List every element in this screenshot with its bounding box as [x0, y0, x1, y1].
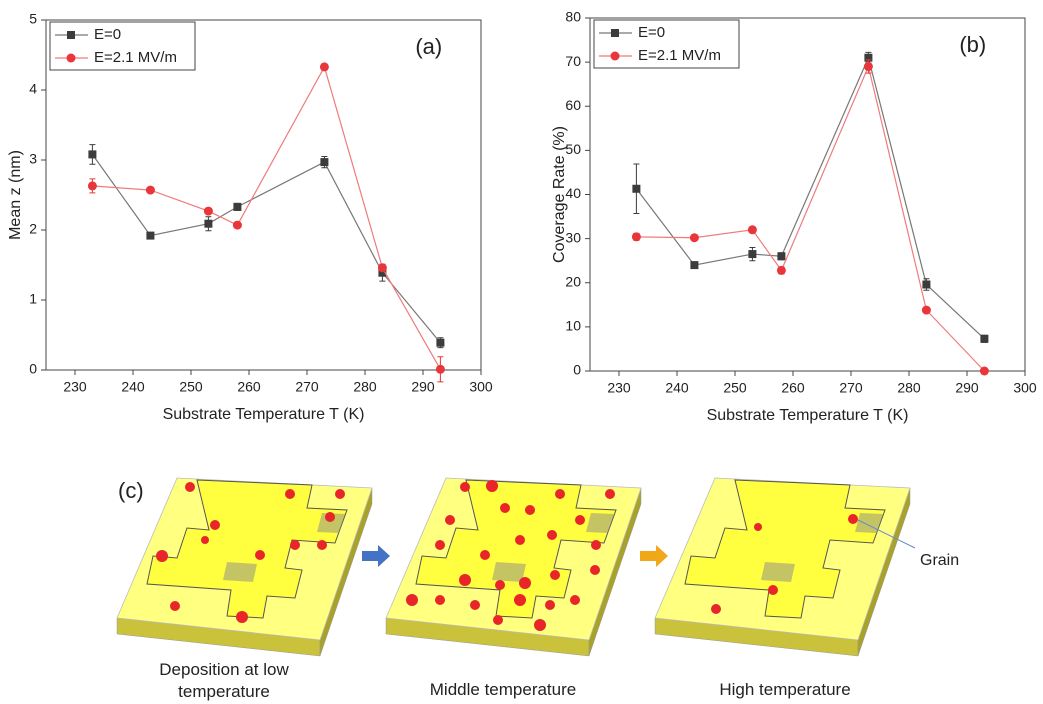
y-tick-label: 80: [565, 9, 581, 25]
marker: [378, 268, 387, 277]
y-tick-label: 50: [565, 141, 581, 157]
x-tick-label: 260: [781, 380, 805, 396]
marker: [979, 366, 989, 376]
panel-label: (a): [415, 34, 442, 59]
y-tick-label: 10: [565, 318, 581, 334]
legend-box: [49, 21, 196, 71]
grain-label: Grain: [920, 552, 959, 569]
y-tick-label: 60: [565, 97, 581, 113]
y-tick-label: 0: [573, 362, 581, 378]
x-axis-label: Substrate Temperature T (K): [707, 407, 909, 424]
x-tick-label: 230: [63, 379, 87, 395]
marker: [320, 158, 329, 167]
x-tick-label: 290: [411, 379, 435, 395]
marker: [922, 280, 931, 289]
y-tick-label: 2: [29, 221, 37, 237]
legend-box: [593, 19, 740, 69]
marker: [980, 334, 989, 343]
legend-label: E=2.1 MV/m: [638, 47, 721, 64]
marker: [776, 265, 786, 275]
plot-frame: [589, 17, 1026, 372]
panel-label: (c): [118, 478, 144, 503]
legend-marker: [610, 51, 620, 61]
marker: [87, 181, 97, 191]
marker: [377, 263, 387, 273]
legend-label: E=0: [94, 26, 121, 43]
marker: [863, 62, 873, 72]
y-tick-label: 4: [29, 81, 37, 97]
marker: [145, 185, 155, 195]
marker: [436, 338, 445, 347]
marker: [748, 250, 757, 259]
marker: [747, 225, 757, 235]
x-tick-label: 240: [665, 380, 689, 396]
marker: [690, 261, 699, 270]
chart: 230 240 250 260 270 280 290 300 0 10 20 30 40 50 60 70 8…: [551, 9, 1037, 425]
marker: [435, 364, 445, 374]
marker: [88, 150, 97, 159]
series-line: [91, 154, 441, 344]
marker: [689, 233, 699, 243]
marker: [921, 305, 931, 315]
panel-label: (b): [959, 32, 986, 57]
legend-marker: [67, 31, 75, 39]
x-tick-label: 280: [897, 380, 921, 396]
y-tick-label: 20: [565, 273, 581, 289]
caption: Deposition at low temperature: [159, 660, 289, 701]
marker: [146, 231, 155, 240]
x-tick-label: 290: [955, 380, 979, 396]
x-tick-label: 240: [121, 379, 145, 395]
marker: [232, 220, 242, 230]
marker: [777, 252, 786, 261]
x-tick-label: 250: [179, 379, 203, 395]
y-axis-label: Coverage Rate (%): [551, 126, 568, 263]
y-tick-label: 1: [29, 291, 37, 307]
legend-marker: [66, 53, 76, 63]
marker: [203, 206, 213, 216]
marker: [632, 184, 641, 193]
y-tick-label: 3: [29, 151, 37, 167]
x-tick-label: 300: [1013, 380, 1037, 396]
series-line: [92, 65, 441, 370]
series-line: [635, 55, 985, 340]
x-tick-label: 270: [295, 379, 319, 395]
marker: [204, 219, 213, 228]
y-axis-label: Mean z (nm): [7, 150, 24, 240]
legend-label: E=0: [638, 24, 665, 41]
y-tick-label: 40: [565, 185, 581, 201]
chart: 230 240 250 260 270 280 290 300 0 1 2 3 4 5 Substrate …: [7, 11, 493, 424]
y-tick-label: 5: [29, 11, 37, 27]
x-tick-label: 230: [607, 380, 631, 396]
marker: [631, 232, 641, 242]
x-tick-label: 270: [839, 380, 863, 396]
marker: [864, 53, 873, 62]
x-axis-label: Substrate Temperature T (K): [163, 406, 365, 423]
plot-frame: [45, 19, 482, 371]
series-line: [636, 64, 985, 372]
grains: [156, 480, 858, 631]
diagram: (c) Grain: [116, 477, 959, 657]
legend-marker: [611, 29, 619, 37]
marker: [233, 202, 242, 211]
legend-label: E=2.1 MV/m: [94, 49, 177, 66]
x-tick-label: 250: [723, 380, 747, 396]
caption: High temperature: [719, 680, 851, 699]
marker: [319, 62, 329, 72]
y-tick-label: 70: [565, 53, 581, 69]
x-tick-label: 300: [469, 379, 493, 395]
caption: Middle temperature: [429, 680, 577, 699]
x-tick-label: 280: [353, 379, 377, 395]
x-tick-label: 260: [237, 379, 261, 395]
y-tick-label: 30: [565, 229, 581, 245]
y-tick-label: 0: [29, 361, 37, 377]
